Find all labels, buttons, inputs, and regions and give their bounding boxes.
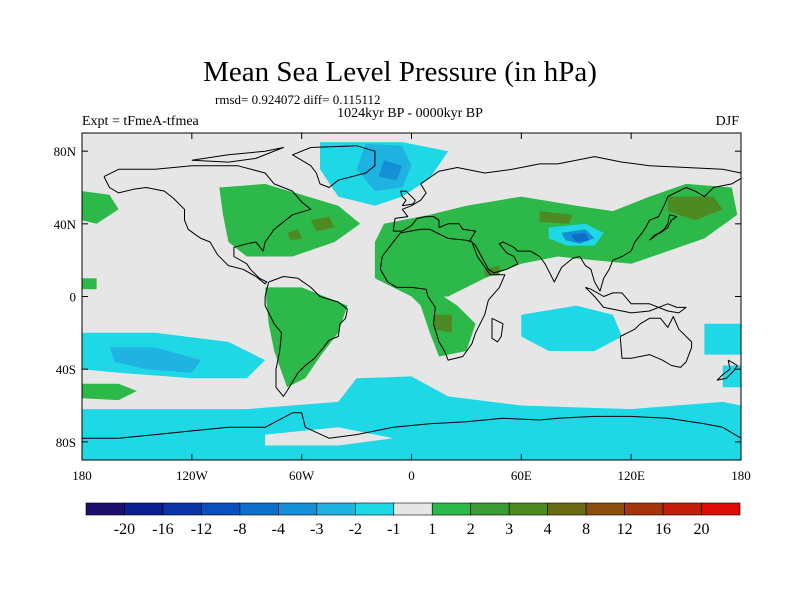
colorbar-swatch [662,502,702,516]
coastline-indonesia [585,286,687,314]
colorbar-swatch [85,502,125,516]
colorbar-swatch [470,502,510,516]
field-pacific-sw-high [82,383,137,401]
field-pacific-ne-high [82,191,119,224]
colorbar-swatch [162,502,202,516]
colorbar-label: 16 [655,521,671,538]
coastline-antarctica [82,412,741,439]
coastline-layer [82,145,741,439]
field-north-america-high [219,183,361,257]
colorbar-swatch [585,502,625,516]
colorbar-swatch [239,502,279,516]
pressure-field-layer [82,142,741,460]
field-na-high-core2 [287,229,302,241]
x-tick-label: 180 [72,468,92,483]
x-tick-label: 0 [408,468,415,483]
field-atlantic-small-high [82,278,97,290]
colorbar-swatch [701,502,741,516]
coastline-arctic-islands [191,147,284,163]
field-indian-ocean-low [521,305,622,351]
coastline-great-britain [400,190,416,207]
y-tick-label: 0 [70,290,77,305]
colorbar-label: 1 [428,521,436,538]
map-title: Mean Sea Level Pressure (in hPa) [203,56,597,88]
field-asia-high-core [539,211,573,224]
colorbar-label: -4 [272,521,285,538]
colorbar-label: 8 [582,521,590,538]
colorbar-swatch [124,502,164,516]
colorbar-label: 2 [467,521,475,538]
colorbar-label: -3 [310,521,323,538]
x-tick-label: 60W [289,468,315,483]
colorbar-swatch [393,502,433,516]
x-tick-label: 180 [731,468,751,483]
y-tick-label: 40N [54,217,77,232]
field-na-high-core [310,216,335,232]
y-tick-label: 80S [56,435,76,450]
colorbar-label: -1 [387,521,400,538]
colorbar-swatch [624,502,664,516]
field-north-atlantic-low-center [378,160,403,181]
axis-ticks: 180 120W 60W 0 60E 120E 180 80N 40N 0 40S 80S [54,133,751,483]
experiment-label: Expt = tFmeA-tfmea [82,114,199,129]
x-tick-label: 120W [176,468,209,483]
coastline-new-zealand [716,359,738,381]
field-pacific-east-low [704,323,741,355]
colorbar-swatch [547,502,587,516]
y-tick-label: 40S [56,362,76,377]
coastline-japan [649,214,678,241]
coastline-south-america [264,276,348,397]
x-tick-label: 120E [617,468,645,483]
period-line: 1024kyr BP - 0000kyr BP [337,106,483,121]
colorbar-label: -20 [114,521,135,538]
field-africa-core [433,314,452,333]
coastline-greenland [292,145,376,188]
colorbar-label: -8 [233,521,246,538]
field-pacific-nw-core [667,196,723,221]
colorbar-label: -2 [349,521,362,538]
colorbar-swatch [278,502,318,516]
colorbar-swatch [508,502,548,516]
coastline-australia [619,316,693,368]
coastline-north-america [103,165,312,285]
coastline-eurasia [392,156,741,292]
colorbar-label: -16 [152,521,173,538]
colorbar-label: 3 [505,521,513,538]
colorbar-swatch [431,502,472,516]
field-southern-ocean-low [82,376,741,460]
colorbar-label: -12 [191,521,212,538]
y-tick-label: 80N [54,144,77,159]
stats-line: rmsd= 0.924072 diff= 0.115112 [215,92,381,107]
colorbar-swatch [354,502,395,516]
colorbar-swatch [316,502,356,516]
coastline-africa [379,228,506,361]
x-tick-label: 60E [511,468,532,483]
colorbar-label: 20 [694,521,710,538]
field-tibet-low-center [570,232,590,242]
coastline-madagascar [491,317,504,343]
colorbar-label: 12 [617,521,633,538]
field-arabia-core [484,265,500,277]
field-south-pacific-low-core [109,347,201,373]
colorbar-swatch [201,502,241,516]
colorbar: -20 -16 -12 -8 -4 -3 -2 -1 1 2 3 4 8 12 16 20 [85,502,741,538]
field-southern-ocean-gap [265,427,394,446]
field-south-america-high [265,287,348,388]
colorbar-label: 4 [544,521,552,538]
season-label: DJF [715,114,739,129]
